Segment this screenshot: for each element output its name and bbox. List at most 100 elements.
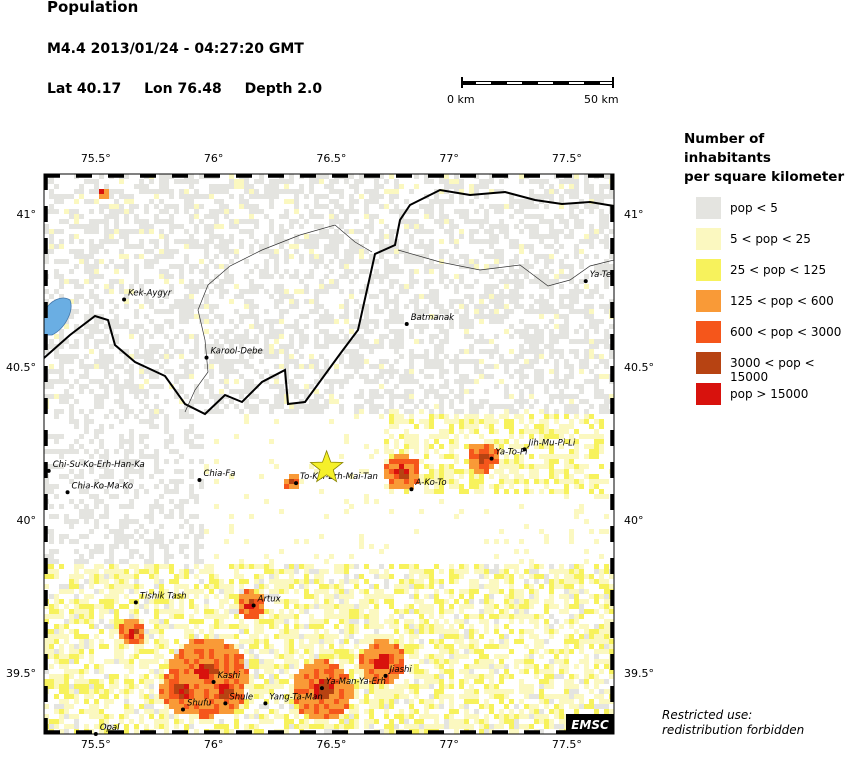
density-cell — [249, 384, 254, 389]
density-cell — [329, 219, 334, 224]
density-cell — [339, 194, 344, 199]
density-cell — [89, 514, 94, 519]
density-cell — [189, 264, 194, 269]
density-cell — [104, 264, 109, 269]
density-cell — [549, 254, 554, 259]
density-cell — [459, 324, 464, 329]
density-cell — [534, 374, 539, 379]
density-cell — [169, 479, 174, 484]
density-cell — [344, 634, 349, 639]
density-cell — [59, 279, 64, 284]
density-cell — [104, 369, 109, 374]
density-cell — [534, 564, 539, 569]
density-cell — [239, 239, 244, 244]
density-cell — [59, 649, 64, 654]
density-cell — [469, 184, 474, 189]
density-cell — [89, 219, 94, 224]
density-cell — [49, 649, 54, 654]
density-cell — [119, 384, 124, 389]
density-cell — [189, 439, 194, 444]
density-cell — [439, 329, 444, 334]
density-cell — [304, 394, 309, 399]
density-cell — [144, 314, 149, 319]
density-cell — [394, 589, 399, 594]
density-cell — [469, 219, 474, 224]
density-cell — [239, 579, 244, 584]
density-cell — [164, 184, 169, 189]
density-cell — [74, 629, 79, 634]
density-cell — [219, 584, 224, 589]
density-cell — [444, 419, 449, 424]
density-cell — [94, 219, 99, 224]
density-cell — [254, 584, 259, 589]
density-cell — [314, 304, 319, 309]
density-cell — [609, 619, 614, 624]
density-cell — [264, 274, 269, 279]
density-cell — [134, 269, 139, 274]
density-cell — [439, 214, 444, 219]
density-cell — [79, 224, 84, 229]
density-cell — [539, 479, 544, 484]
density-cell — [279, 274, 284, 279]
density-cell — [239, 179, 244, 184]
density-cell — [444, 214, 449, 219]
density-cell — [464, 209, 469, 214]
density-cell — [534, 444, 539, 449]
density-cell — [129, 549, 134, 554]
density-cell — [399, 209, 404, 214]
density-cell — [209, 234, 214, 239]
density-cell — [469, 464, 474, 469]
density-cell — [429, 469, 434, 474]
density-cell — [199, 654, 204, 659]
population-map[interactable]: 75.5° 75.5° 76° 76° 76.5° 76.5° 77° 77° 77.5° 77.… — [0, 140, 855, 753]
density-cell — [159, 344, 164, 349]
density-cell — [274, 179, 279, 184]
density-cell — [54, 199, 59, 204]
density-cell — [79, 329, 84, 334]
density-cell — [599, 569, 604, 574]
density-cell — [564, 649, 569, 654]
density-cell — [139, 569, 144, 574]
density-cell — [89, 334, 94, 339]
density-cell — [454, 579, 459, 584]
density-cell — [559, 334, 564, 339]
density-cell — [329, 179, 334, 184]
density-cell — [529, 574, 534, 579]
density-cell — [564, 264, 569, 269]
density-cell — [254, 289, 259, 294]
density-cell — [154, 464, 159, 469]
density-cell — [124, 379, 129, 384]
density-cell — [304, 409, 309, 414]
density-cell — [164, 549, 169, 554]
density-cell — [169, 204, 174, 209]
density-cell — [99, 394, 104, 399]
density-cell — [409, 349, 414, 354]
density-cell — [284, 399, 289, 404]
density-cell — [609, 604, 614, 609]
density-cell — [374, 364, 379, 369]
density-cell — [329, 209, 334, 214]
density-cell — [544, 189, 549, 194]
density-cell — [59, 539, 64, 544]
density-cell — [194, 244, 199, 249]
density-cell — [504, 474, 509, 479]
density-cell — [289, 609, 294, 614]
density-cell — [104, 384, 109, 389]
density-cell — [279, 344, 284, 349]
density-cell — [499, 359, 504, 364]
density-cell — [419, 624, 424, 629]
density-cell — [149, 424, 154, 429]
density-cell — [494, 439, 499, 444]
density-cell — [349, 184, 354, 189]
density-cell — [504, 539, 509, 544]
density-cell — [579, 484, 584, 489]
density-cell — [49, 204, 54, 209]
density-cell — [574, 414, 579, 419]
density-cell — [124, 454, 129, 459]
scale-bar: 0 km 50 km — [447, 76, 627, 106]
density-cell — [374, 319, 379, 324]
density-cell — [144, 434, 149, 439]
density-cell — [439, 359, 444, 364]
density-cell — [609, 639, 614, 644]
density-cell — [314, 254, 319, 259]
